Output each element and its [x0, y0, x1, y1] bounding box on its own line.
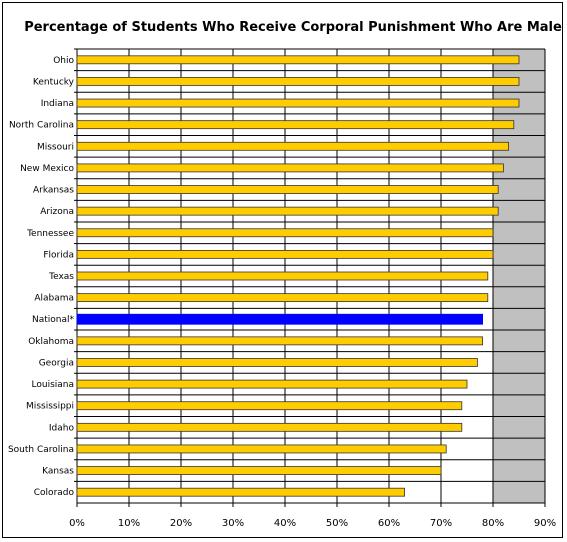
category-label: Tennessee: [26, 229, 74, 239]
bar: [76, 228, 494, 238]
category-label: Kentucky: [33, 77, 75, 87]
category-label: South Carolina: [8, 445, 74, 455]
bar: [76, 141, 510, 151]
chart-title: Percentage of Students Who Receive Corpo…: [24, 20, 562, 35]
x-tick-label: 40%: [274, 518, 296, 529]
category-label: National*: [32, 315, 75, 325]
bar-chart: Percentage of Students Who Receive Corpo…: [8, 20, 562, 529]
bar: [76, 163, 504, 173]
bar: [76, 401, 463, 411]
x-tick-label: 10%: [118, 518, 140, 529]
bar: [76, 249, 494, 259]
x-tick-label: 0%: [69, 518, 85, 529]
x-tick-label: 90%: [534, 518, 556, 529]
bar: [76, 206, 499, 216]
bar: [76, 98, 520, 108]
category-label: Ohio: [53, 56, 74, 66]
bar: [76, 293, 489, 303]
category-label: Colorado: [34, 488, 75, 498]
plot-area: Ohio Kentucky Indiana North Carolina Missour…: [8, 48, 556, 529]
x-tick-label: 50%: [326, 518, 348, 529]
x-tick-label: 70%: [430, 518, 452, 529]
bar: [76, 185, 499, 194]
bar: [76, 77, 520, 86]
bar: [76, 358, 478, 367]
x-tick-label: 80%: [482, 518, 504, 529]
bar: [76, 379, 468, 389]
bar: [76, 55, 520, 65]
category-label: Arkansas: [33, 186, 74, 196]
category-label: Idaho: [49, 423, 75, 433]
bar: [76, 487, 406, 497]
category-label: Oklahoma: [28, 337, 74, 347]
category-label: Missouri: [37, 142, 74, 152]
category-label: Louisiana: [32, 380, 75, 390]
category-label: Alabama: [34, 294, 74, 304]
x-tick-label: 60%: [378, 518, 400, 529]
category-label: Florida: [43, 250, 74, 260]
category-label: Arizona: [40, 207, 74, 217]
x-tick-label: 20%: [170, 518, 192, 529]
bar: [76, 422, 463, 432]
plot-shaded-region: [493, 49, 545, 503]
bar: [76, 336, 484, 346]
bar: [76, 444, 447, 454]
category-label: Kansas: [42, 467, 74, 477]
bar: [76, 466, 442, 475]
category-label: Texas: [48, 272, 74, 282]
chart-frame: Percentage of Students Who Receive Corpo…: [2, 2, 563, 538]
category-label: New Mexico: [20, 164, 74, 174]
category-label: Mississippi: [26, 402, 74, 412]
category-label: Georgia: [39, 358, 74, 368]
bar: [76, 271, 489, 281]
category-label: North Carolina: [9, 121, 74, 131]
x-tick-label: 30%: [222, 518, 244, 529]
category-label: Indiana: [41, 99, 74, 109]
bar: [76, 120, 515, 130]
bar: [76, 313, 484, 325]
